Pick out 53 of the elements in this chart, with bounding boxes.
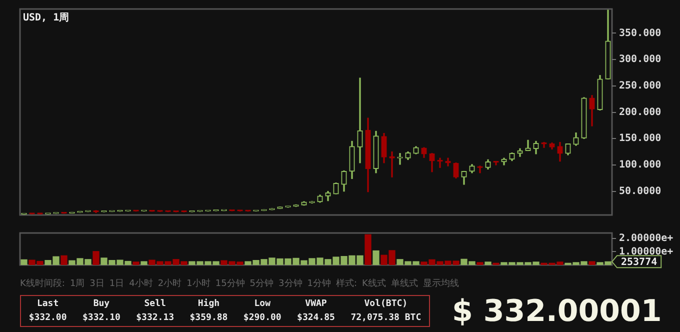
bar — [476, 262, 484, 265]
y-tick-label: 50.0000 — [619, 186, 662, 197]
category-label: Sell — [143, 298, 167, 311]
text: $290.00 — [243, 313, 282, 323]
category-label: Buy — [92, 298, 111, 311]
text: 样式: — [336, 279, 358, 289]
y-tick-label: 300.000 — [619, 54, 662, 66]
text: 72,075.38 BTC — [350, 313, 422, 323]
y-tick-label: 200.000 — [619, 106, 662, 118]
text: $324.85 — [297, 313, 335, 323]
y-tick-label: 250.000 — [619, 80, 662, 92]
text: K线时间段: — [20, 279, 65, 289]
text: 单线式 — [390, 279, 418, 289]
text: $ 332.00001 — [452, 294, 662, 329]
bar — [60, 255, 68, 265]
y-tick-label: 350.000 — [619, 28, 662, 39]
y-tick-label: 2.00000e+ — [619, 232, 674, 244]
bar — [364, 234, 372, 265]
category-label: High — [196, 298, 221, 311]
bar — [588, 261, 596, 265]
bar — [372, 250, 380, 265]
text: 1小时 — [186, 279, 210, 289]
chart-title: USD, 1周 — [23, 12, 70, 24]
text: 15分钟 — [215, 279, 245, 289]
text: 1分钟 — [307, 279, 331, 289]
text: 5分钟 — [250, 279, 274, 289]
text: $332.13 — [136, 313, 174, 323]
y-tick-label: 100.000 — [619, 160, 662, 171]
category-label: Vol(BTC) — [363, 298, 409, 311]
candlestick — [357, 78, 363, 164]
text: 4小时 — [129, 279, 153, 289]
y-tick-label: 1.00000e+ — [619, 246, 674, 258]
text: $359.88 — [190, 313, 228, 323]
text: 3分钟 — [278, 279, 302, 289]
y-tick-label: 150.000 — [619, 133, 662, 144]
bar — [92, 251, 100, 265]
text: 1日 — [109, 279, 124, 289]
bar — [20, 259, 28, 265]
text: $332.00 — [28, 313, 67, 323]
text: 显示均线 — [422, 279, 459, 289]
text: 253774 — [621, 256, 658, 268]
text: 1周 — [70, 279, 85, 289]
bar — [132, 262, 140, 265]
bar — [140, 261, 148, 265]
text: 2小时 — [158, 279, 182, 289]
text: $332.10 — [82, 313, 120, 323]
candlestick — [445, 158, 451, 166]
text: 3日 — [90, 279, 104, 289]
text: K线式 — [362, 279, 386, 289]
category-label: VWAP — [304, 298, 328, 311]
category-label: Low — [253, 298, 272, 311]
bar — [484, 262, 492, 265]
category-label: Last — [36, 298, 60, 311]
